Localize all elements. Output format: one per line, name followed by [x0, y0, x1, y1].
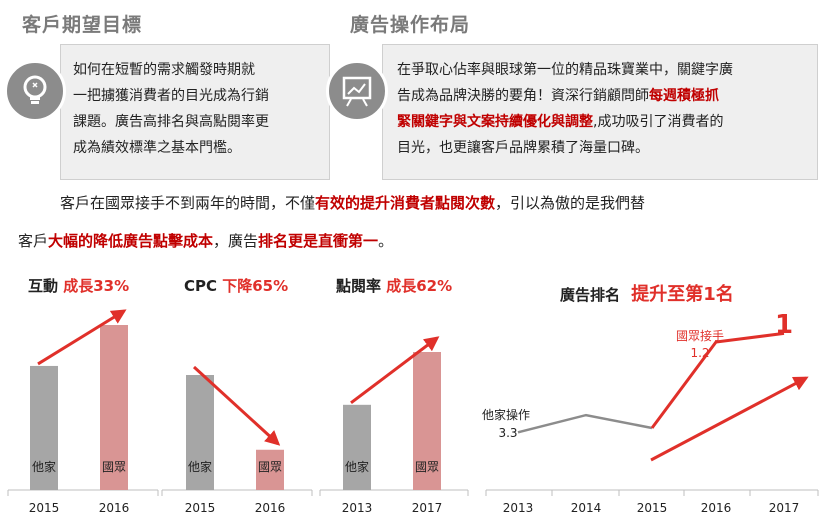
chart-2-trend-arrow — [192, 365, 281, 446]
right-section-title: 廣告操作布局 — [350, 14, 471, 36]
summary-highlight-rank: 排名更是直衝第一 — [258, 232, 379, 250]
chart-4-x-tick-label: 2016 — [701, 501, 732, 515]
presentation-chart-icon — [326, 60, 388, 122]
chart-1-x-tick-label: 2015 — [29, 501, 60, 515]
left-section-title: 客戶期望目標 — [22, 14, 143, 36]
chart-4-end-label: 1 — [775, 310, 793, 340]
strategy-highlight-2: 緊關鍵字與文案持續優化與調整 — [397, 114, 593, 130]
chart-3-trend-arrow — [350, 336, 440, 405]
chart-2-bar-label: 他家 — [188, 459, 212, 474]
chart-title-interaction: 互動 成長33% — [28, 275, 129, 296]
strategy-line-3: ,成功吸引了消費者的 — [593, 114, 724, 130]
chart-3-bar-label: 他家 — [345, 459, 369, 474]
chart-2-highlight: 下降65% — [222, 277, 289, 295]
chart-4-series-others — [517, 413, 653, 434]
summary-highlight-cost: 大幅的降低廣告點擊成本 — [48, 232, 214, 250]
chart-1-trend-arrow — [37, 309, 127, 366]
chart-4-highlight: 提升至第1名 — [631, 284, 734, 305]
chart-4-trend-arrow — [650, 376, 809, 462]
chart-1-highlight: 成長33% — [63, 277, 130, 295]
chart-title-ctr: 點閱率 成長62% — [336, 275, 452, 296]
chart-2-bar-label: 國眾 — [258, 460, 282, 474]
chart-4-series-name-ours: 國眾接手 — [676, 328, 724, 343]
chart-1-bar — [100, 325, 128, 490]
chart-3-x-tick-label: 2013 — [342, 501, 373, 515]
chart-2-x-tick-label: 2015 — [185, 501, 216, 515]
chart-1-x-tick-label: 2016 — [99, 501, 130, 515]
chart-2-title: CPC — [184, 277, 218, 295]
chart-4-title: 廣告排名 — [560, 286, 621, 304]
goal-line-2: 一把擄獲消費者的目光成為行銷 — [73, 88, 269, 104]
lightbulb-icon — [4, 60, 66, 122]
summary-text-4: ，廣告 — [213, 232, 259, 250]
goal-text-box: 如何在短暫的需求觸發時期就 一把擄獲消費者的目光成為行銷 課題。廣告高排名與高點… — [60, 44, 330, 180]
chart-4-series-value-others: 3.3 — [498, 426, 517, 440]
summary-line-1: 客戶在國眾接手不到兩年的時間，不僅有效的提升消費者點閱次數，引以為傲的是我們替 — [60, 188, 645, 218]
chart-1-bar-label: 國眾 — [102, 460, 126, 474]
chart-3-bar — [343, 404, 371, 490]
summary-text-3: 客戶 — [18, 232, 49, 250]
strategy-highlight-1: 每週積極抓 — [649, 88, 719, 104]
chart-3-title: 點閱率 — [336, 277, 382, 295]
chart-3-bar — [413, 352, 441, 490]
chart-3-highlight: 成長62% — [386, 277, 453, 295]
goal-line-1: 如何在短暫的需求觸發時期就 — [73, 62, 255, 78]
chart-4-x-tick-label: 2013 — [503, 501, 534, 515]
chart-4-x-tick-label: 2017 — [769, 501, 800, 515]
chart-4-x-tick-label: 2014 — [571, 501, 602, 515]
summary-line-2: 客戶大幅的降低廣告點擊成本，廣告排名更是直衝第一。 — [18, 226, 393, 256]
chart-title-rank: 廣告排名 提升至第1名 — [560, 280, 734, 306]
chart-2-x-tick-label: 2016 — [255, 501, 286, 515]
chart-3-bar-label: 國眾 — [415, 460, 439, 474]
chart-1-bar — [30, 365, 58, 490]
chart-1-bar-label: 他家 — [32, 459, 56, 474]
goal-line-4: 成為績效標準之基本門檻。 — [73, 140, 241, 156]
chart-2-bar — [256, 449, 284, 490]
chart-4-series-value-ours: 1.2 — [690, 346, 709, 360]
summary-text-2: ，引以為傲的是我們替 — [495, 194, 646, 212]
strategy-line-2: 告成為品牌決勝的要角！資深行銷顧問師 — [397, 88, 649, 104]
chart-2-bar — [186, 375, 214, 490]
goal-line-3: 課題。廣告高排名與高點閱率更 — [73, 114, 269, 130]
summary-text-1: 客戶在國眾接手不到兩年的時間，不僅 — [60, 194, 316, 212]
chart-title-cpc: CPC 下降65% — [184, 275, 288, 296]
strategy-line-4: 目光，也更讓客戶品牌累積了海量口碑。 — [397, 140, 649, 156]
strategy-text-box: 在爭取心佔率與眼球第一位的精品珠寶業中，關鍵字廣 告成為品牌決勝的要角！資深行銷… — [382, 44, 818, 180]
chart-3-x-tick-label: 2017 — [412, 501, 443, 515]
chart-4-series-name-others: 他家操作 — [482, 407, 530, 422]
chart-4-series-ours — [650, 331, 785, 429]
strategy-line-1: 在爭取心佔率與眼球第一位的精品珠寶業中，關鍵字廣 — [397, 62, 733, 78]
chart-4-x-tick-label: 2015 — [637, 501, 668, 515]
summary-text-5: 。 — [378, 232, 394, 250]
chart-1-title: 互動 — [28, 277, 59, 295]
summary-highlight-clicks: 有效的提升消費者點閱次數 — [315, 194, 496, 212]
